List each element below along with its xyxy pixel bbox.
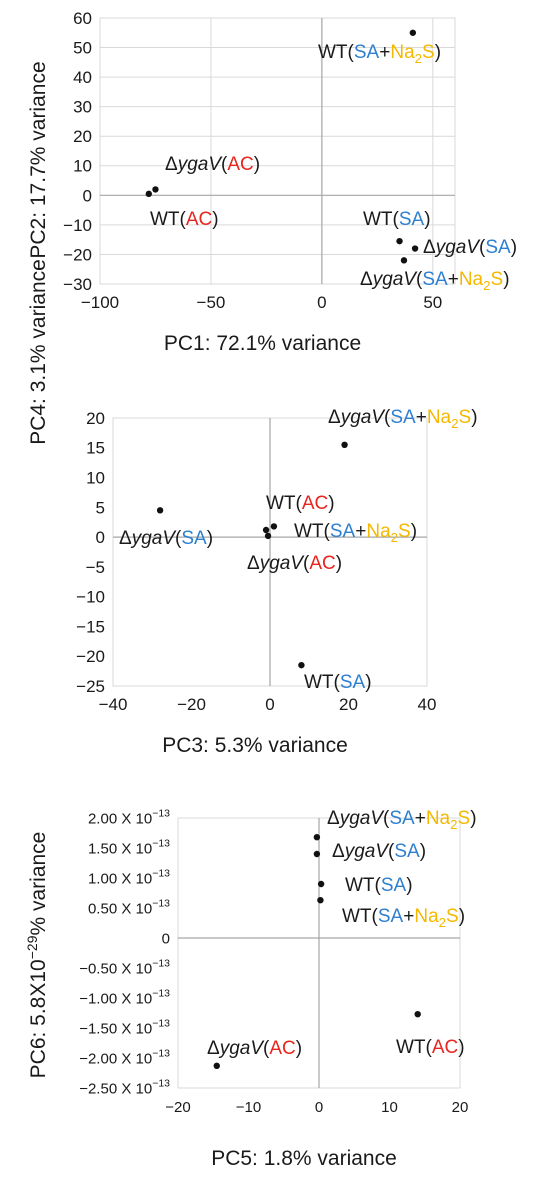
x-tick-label: 50: [423, 293, 442, 312]
x-tick-label: −20: [177, 695, 206, 714]
y-tick-label: −10: [76, 588, 105, 607]
sample-label: WT(AC): [396, 1037, 465, 1058]
y-tick-label: 5: [96, 498, 105, 517]
data-point: [213, 1062, 220, 1070]
y-tick-label: 40: [73, 68, 92, 87]
y-tick-label: −5: [86, 558, 105, 577]
data-point: [411, 245, 419, 252]
data-point: [317, 880, 325, 888]
y-tick-label: 20: [73, 127, 92, 146]
sample-label: ΔygaV(SA+Na2S): [328, 407, 478, 431]
data-point: [317, 897, 324, 904]
y-tick-label: 1.50 X 10−13: [88, 838, 170, 858]
sample-label: ΔygaV(SA): [332, 841, 426, 862]
data-point: [341, 441, 348, 448]
data-point: [152, 186, 159, 193]
data-point: [313, 850, 321, 858]
y-tick-label: −2.00 X 10−13: [79, 1048, 170, 1068]
data-point: [156, 507, 164, 514]
sample-label: WT(SA+Na2S): [342, 906, 465, 930]
sample-label: ΔygaV(AC): [207, 1038, 302, 1059]
y-axis-title: PC2: 17.7% variance: [27, 61, 50, 258]
x-tick-label: 0: [317, 293, 326, 312]
y-axis-title-group: PC2: 17.7% variance: [27, 61, 50, 258]
x-axis-title: PC5: 1.8% variance: [211, 1147, 397, 1170]
y-tick-label: 0: [83, 186, 92, 205]
y-tick-label: −10: [63, 216, 92, 235]
x-tick-label: −10: [236, 1099, 261, 1116]
y-tick-label: 1.00 X 10−13: [88, 868, 170, 888]
data-point: [409, 29, 417, 36]
x-tick-label: −20: [165, 1099, 190, 1116]
x-tick-label: −40: [99, 695, 128, 714]
y-tick-label: 20: [86, 409, 105, 428]
x-tick-label: 0: [315, 1099, 323, 1116]
x-tick-label: −100: [81, 293, 119, 312]
x-tick-label: 40: [418, 695, 437, 714]
y-tick-label: 50: [73, 39, 92, 58]
y-tick-label: 15: [86, 439, 105, 458]
y-tick-label: −1.00 X 10−13: [79, 988, 170, 1008]
sample-label: ΔygaV(SA+Na2S): [327, 808, 477, 832]
data-point: [400, 257, 408, 264]
x-tick-label: 20: [339, 695, 358, 714]
x-tick-label: 0: [265, 695, 274, 714]
sample-label: WT(SA): [345, 875, 413, 896]
data-point: [298, 661, 305, 669]
y-tick-label: 2.00 X 10−13: [88, 808, 170, 828]
data-point: [414, 1011, 421, 1018]
data-point: [270, 523, 278, 530]
plot-frame: [99, 17, 456, 285]
y-tick-label: −25: [76, 677, 105, 696]
y-axis-title-group: PC6: 5.8X10−29% variance: [24, 832, 50, 1079]
y-tick-label: −0.50 X 10−13: [79, 958, 170, 978]
y-tick-label: −1.50 X 10−13: [79, 1018, 170, 1038]
sample-label: WT(SA): [363, 209, 431, 230]
data-point: [396, 237, 403, 245]
y-axis-title-group: PC4: 3.1% variance: [27, 259, 50, 445]
y-tick-label: 10: [86, 469, 105, 488]
sample-label: ΔygaV(SA): [423, 237, 517, 258]
x-tick-label: 20: [452, 1099, 469, 1116]
sample-label: WT(SA): [304, 672, 372, 693]
x-axis-title: PC3: 5.3% variance: [162, 734, 348, 757]
y-tick-label: 10: [73, 157, 92, 176]
data-point: [145, 190, 153, 198]
x-axis-title: PC1: 72.1% variance: [164, 332, 361, 355]
y-axis-title: PC6: 5.8X10−29% variance: [24, 832, 50, 1079]
y-tick-label: 60: [73, 9, 92, 28]
y-tick-label: 0.50 X 10−13: [88, 898, 170, 918]
data-point: [313, 834, 321, 841]
sample-label: WT(SA+Na2S): [294, 521, 417, 545]
sample-label: WT(SA+Na2S): [318, 42, 441, 66]
data-point: [264, 532, 272, 540]
data-point: [262, 526, 270, 534]
y-tick-label: −20: [63, 245, 92, 264]
sample-label: ΔygaV(AC): [247, 553, 342, 574]
y-tick-label: −2.50 X 10−13: [79, 1078, 170, 1098]
sample-label: WT(AC): [266, 493, 335, 514]
x-tick-label: 10: [381, 1099, 398, 1116]
sample-label: ΔygaV(AC): [165, 154, 260, 175]
y-tick-label: −30: [63, 275, 92, 294]
sample-label: ΔygaV(SA+Na2S): [360, 269, 510, 293]
y-axis-title: PC4: 3.1% variance: [27, 259, 50, 445]
chart-3: −20 −10 0 10 20 −2.50 X 10−13 −2.00 X 10−13 −1.…: [24, 808, 477, 1171]
y-tick-label: 0: [96, 528, 105, 547]
sample-label: WT(AC): [150, 209, 219, 230]
y-tick-label: 30: [73, 98, 92, 117]
x-tick-label: −50: [197, 293, 226, 312]
y-tick-label: 0: [162, 930, 170, 947]
sample-label: ΔygaV(SA): [119, 528, 213, 549]
y-tick-label: −20: [76, 647, 105, 666]
y-tick-label: −15: [76, 617, 105, 636]
